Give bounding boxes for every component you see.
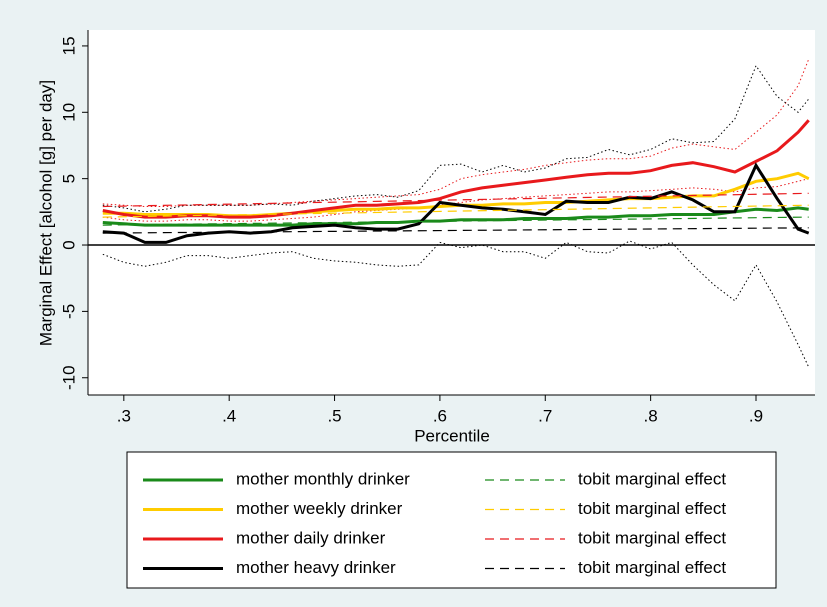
series-line (102, 162, 810, 244)
x-tick-label: .3 (117, 406, 131, 425)
confidence-band (102, 64, 810, 213)
legend-label: tobit marginal effect (578, 469, 726, 488)
x-axis-label: Percentile (414, 426, 490, 445)
x-tick-label: .7 (538, 406, 552, 425)
x-tick-label: .6 (433, 406, 447, 425)
tobit-line (102, 192, 809, 208)
y-axis-label: Marginal Effect [alcohol [g] per day] (36, 80, 55, 346)
series-line (102, 206, 809, 227)
legend-label: mother heavy drinker (236, 558, 396, 577)
confidence-band (102, 59, 810, 207)
x-tick-label: .4 (222, 406, 236, 425)
legend-label: mother daily drinker (236, 528, 386, 547)
legend-label: tobit marginal effect (578, 558, 726, 577)
tobit-line (102, 216, 809, 226)
y-tick-label: 0 (59, 240, 78, 249)
x-tick-label: .9 (749, 406, 763, 425)
y-tick-label: 10 (59, 103, 78, 122)
x-tick-label: .8 (644, 406, 658, 425)
y-tick-label: -10 (59, 365, 78, 390)
legend-label: mother weekly drinker (236, 499, 403, 518)
y-tick-label: -5 (59, 304, 78, 319)
tobit-line (102, 227, 809, 234)
legend-box (126, 451, 777, 589)
plot-area (88, 30, 815, 395)
legend-label: tobit marginal effect (578, 528, 726, 547)
y-tick-label: 15 (59, 36, 78, 55)
confidence-band (102, 240, 810, 368)
legend-label: tobit marginal effect (578, 499, 726, 518)
legend-label: mother monthly drinker (236, 469, 410, 488)
series-line (102, 119, 810, 219)
y-tick-label: 5 (59, 174, 78, 183)
x-tick-label: .5 (327, 406, 341, 425)
tobit-line (102, 204, 809, 218)
